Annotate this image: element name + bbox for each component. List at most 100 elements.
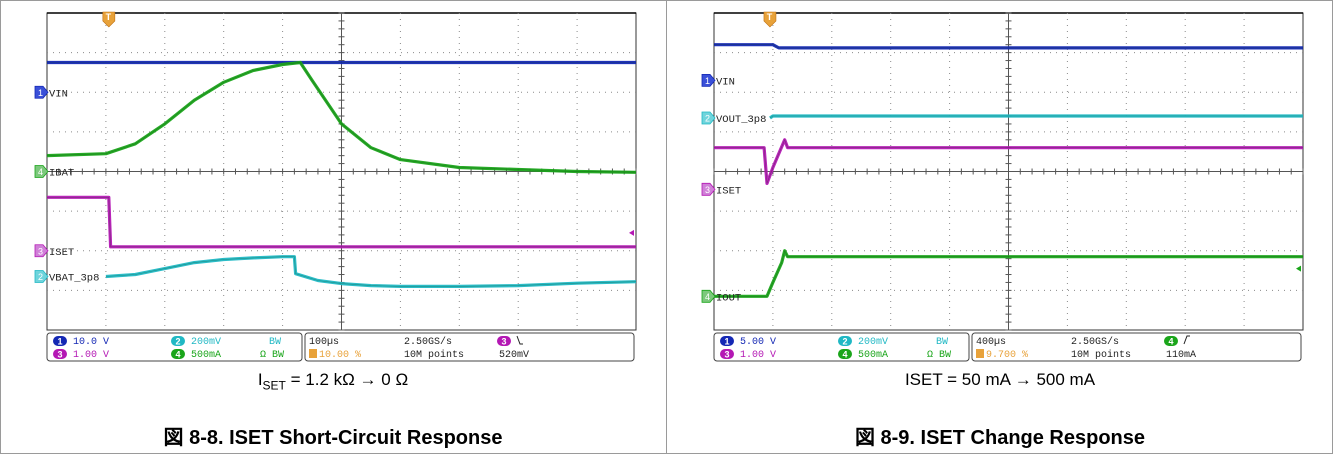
channel-3-marker: [34, 244, 49, 258]
timebase: 400µs: [976, 337, 1006, 348]
trace-vbat-3p8-core: [105, 256, 637, 287]
scope-screenshot-8-9: 1 VIN 2 VOUT_3p8 3 ISET 4 IOUT T 1 5.00 V 3 1.00 V 2 2…: [701, 11, 1304, 362]
channel-marker-4: 4 IBAT: [34, 165, 74, 180]
figure-title: 図 8-9. ISET Change Response: [854, 427, 1146, 449]
ch4-scale: 500mA: [191, 350, 221, 361]
figure-condition: ISET = 1.2 kΩ → 0 Ω: [257, 370, 409, 393]
trace-vout-3p8: [769, 114, 1303, 120]
channel-label: VIN: [716, 76, 735, 88]
channel-3-badge: [720, 349, 734, 359]
channel-marker-4: 4 IOUT: [701, 289, 741, 304]
trigger-icon: [102, 11, 116, 28]
scope-grid: [713, 12, 1304, 331]
trace-vin: [714, 43, 1303, 50]
ch2-scale: 200mV: [858, 337, 888, 348]
trace-vout-3p8-core: [769, 115, 1303, 119]
channel-label: ISET: [716, 185, 741, 197]
channel-3-badge: [497, 336, 511, 346]
trace-iset-core: [714, 138, 1303, 184]
channel-1-badge: [720, 336, 734, 346]
trace-ibat-core: [46, 62, 637, 173]
status-channel-box: [46, 332, 303, 362]
channel-3-number: 3: [705, 185, 710, 195]
channel-4-marker: [34, 165, 49, 178]
figure-panel-8-9: 1 VIN 2 VOUT_3p8 3 ISET 4 IOUT T 1 5.00 V 3 1.00 V 2 2…: [667, 0, 1333, 454]
ch2-coupling: BW: [269, 337, 281, 348]
channel-4-marker: [701, 289, 716, 303]
ch3-scale: 1.00 V: [73, 350, 109, 361]
trace-iset: [47, 195, 636, 249]
channel-4-badge: [1164, 336, 1178, 346]
channel-1-number: 1: [705, 76, 710, 86]
figure-divider: [666, 0, 667, 454]
channel-2-badge: [171, 336, 185, 346]
channel-label: VBAT_3p8: [49, 273, 99, 285]
channel-marker-3: 3 ISET: [701, 182, 741, 197]
trigger-pos-icon: [976, 349, 984, 358]
channel-label: ISET: [49, 247, 74, 259]
channel-3-badge-number: 3: [502, 337, 507, 347]
figure-condition: ISET = 50 mA → 500 mA: [904, 370, 1096, 389]
ch2-coupling: BW: [936, 337, 948, 348]
channel-marker-2: 2 VOUT_3p8: [701, 111, 766, 126]
trigger-level: 520mV: [499, 350, 529, 361]
status-timebase-box: [304, 332, 635, 362]
trigger-letter: T: [767, 12, 773, 22]
trigger-marker: T: [763, 11, 777, 28]
channel-4-badge: [838, 349, 852, 359]
scope-status-bar: 1 10.0 V 3 1.00 V 2 200mV 4 500mA BW Ω BW 100µs 10.…: [46, 332, 635, 362]
channel-1-marker: [701, 73, 716, 87]
trigger-pos-icon: [309, 349, 317, 358]
trigger-level: 110mA: [1166, 350, 1196, 361]
channel-3-badge: [53, 349, 67, 359]
trigger-level-arrow: [629, 229, 634, 236]
ch4-coupling: Ω BW: [927, 350, 951, 361]
sample-rate: 2.50GS/s: [1071, 336, 1119, 348]
channel-4-badge-number: 4: [843, 350, 848, 360]
channel-marker-3: 3 ISET: [34, 244, 74, 259]
trace-vin-core: [714, 44, 1303, 49]
channel-marker-1: 1 VIN: [701, 73, 735, 88]
channel-1-marker: [34, 85, 49, 99]
trigger-slope-icon: [516, 335, 523, 345]
trigger-letter: T: [106, 12, 112, 22]
trace-iset: [714, 138, 1303, 185]
channel-marker-1: 1 VIN: [34, 85, 68, 100]
sample-rate: 2.50GS/s: [404, 336, 452, 348]
channel-4-number: 4: [38, 167, 43, 177]
channel-3-number: 3: [38, 246, 43, 256]
channel-3-badge-number: 3: [58, 350, 63, 360]
ch1-scale: 10.0 V: [73, 337, 109, 348]
channel-2-number: 2: [705, 114, 710, 124]
trigger-position: 10.00 %: [319, 350, 361, 361]
status-channel-box: [713, 332, 970, 362]
channel-marker-2: 2 VBAT_3p8: [34, 270, 99, 285]
channel-2-marker: [701, 111, 716, 125]
ch2-scale: 200mV: [191, 337, 221, 348]
record-length: 10M points: [404, 349, 464, 361]
channel-2-badge: [838, 336, 852, 346]
channel-3-badge-number: 3: [725, 350, 730, 360]
channel-1-badge-number: 1: [58, 337, 63, 347]
trace-iset-core: [47, 197, 636, 248]
trace-iout-core: [714, 249, 1303, 297]
ch3-scale: 1.00 V: [740, 350, 776, 361]
channel-2-marker: [34, 270, 49, 283]
channel-1-badge: [53, 336, 67, 346]
trigger-icon: [763, 11, 777, 28]
trigger-position: 9.700 %: [986, 350, 1028, 361]
record-length: 10M points: [1071, 349, 1131, 361]
channel-label: VOUT_3p8: [716, 114, 766, 126]
channel-4-number: 4: [705, 292, 710, 302]
channel-label: IOUT: [716, 292, 741, 304]
ch1-scale: 5.00 V: [740, 337, 776, 348]
trigger-level-arrow: [1296, 265, 1301, 272]
trace-ibat: [46, 60, 637, 174]
channel-label: IBAT: [49, 168, 74, 180]
ch4-coupling: Ω BW: [260, 350, 284, 361]
scope-status-bar: 1 5.00 V 3 1.00 V 2 200mV 4 500mA BW Ω BW 400µs 9.7…: [713, 332, 1302, 362]
status-timebase-box: [971, 332, 1302, 362]
figure-title: 図 8-8. ISET Short-Circuit Response: [163, 427, 503, 449]
